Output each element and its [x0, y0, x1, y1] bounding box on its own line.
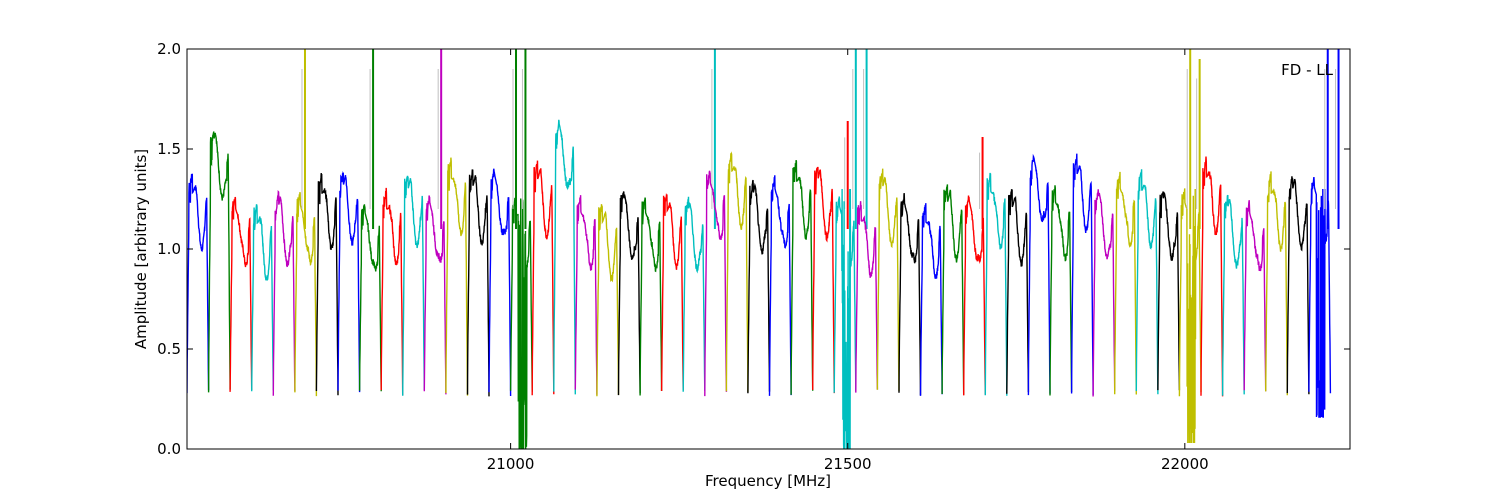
- band-line: [445, 157, 469, 396]
- band-line: [1308, 176, 1332, 418]
- band-line: [1070, 153, 1094, 396]
- band-line: [553, 119, 576, 395]
- band-line: [187, 173, 210, 394]
- band-line: [574, 195, 598, 395]
- band-line: [617, 191, 641, 396]
- band-line: [704, 170, 728, 397]
- band-line: [509, 196, 533, 449]
- band-line: [790, 159, 814, 395]
- band-line: [466, 169, 490, 397]
- band-line: [1265, 171, 1288, 396]
- band-line: [1114, 171, 1137, 395]
- band-line: [725, 151, 749, 393]
- panel-label: FD - LL: [1281, 61, 1333, 79]
- band-line: [855, 201, 879, 393]
- series-layer: [187, 49, 1340, 449]
- band-line: [812, 166, 835, 394]
- y-tick-label: 1.5: [157, 140, 181, 158]
- band-line: [682, 196, 706, 392]
- band-line: [941, 184, 965, 395]
- band-line: [1221, 194, 1245, 396]
- x-tick-label: 21000: [487, 455, 535, 473]
- band-line: [337, 171, 361, 393]
- band-line: [984, 172, 1008, 396]
- band-line: [768, 175, 792, 396]
- band-line: [1049, 185, 1073, 396]
- band-line: [1243, 200, 1267, 392]
- band-line: [207, 131, 231, 393]
- band-line: [251, 203, 274, 392]
- band-line: [660, 192, 684, 392]
- band-line: [919, 203, 943, 396]
- band-line: [358, 204, 382, 392]
- band-line: [596, 204, 620, 397]
- band-line: [402, 175, 425, 396]
- y-tick-label: 0.5: [157, 340, 181, 358]
- band-line: [639, 197, 663, 396]
- y-tick-label: 2.0: [157, 40, 181, 58]
- ticks-layer: 21000 21500 22000 0.0 0.5 1.0 1.5 2.0: [157, 40, 1350, 473]
- x-axis-label: Frequency [MHz]: [705, 472, 831, 490]
- band-line: [229, 196, 253, 392]
- band-line: [963, 195, 986, 396]
- band-line: [488, 168, 512, 397]
- band-line: [898, 193, 922, 396]
- band-line: [1027, 153, 1051, 396]
- band-line: [1006, 189, 1030, 394]
- band-line: [1157, 191, 1181, 391]
- y-axis-label: Amplitude [arbitrary units]: [132, 149, 150, 349]
- band-line: [315, 173, 339, 396]
- band-line: [1286, 176, 1310, 395]
- band-line: [423, 195, 447, 395]
- band-line: [294, 192, 318, 397]
- band-line: [747, 179, 771, 394]
- band-line: [531, 160, 555, 396]
- band-line: [380, 187, 404, 396]
- band-line: [1092, 189, 1116, 397]
- x-tick-label: 22000: [1161, 455, 1209, 473]
- y-tick-label: 0.0: [157, 440, 181, 458]
- band-line: [1135, 169, 1159, 395]
- band-line: [1178, 188, 1202, 444]
- band-line: [833, 188, 857, 449]
- y-tick-label: 1.0: [157, 240, 181, 258]
- x-tick-label: 21500: [824, 455, 872, 473]
- band-line: [272, 190, 296, 396]
- band-line: [1200, 156, 1224, 397]
- band-line: [876, 168, 900, 392]
